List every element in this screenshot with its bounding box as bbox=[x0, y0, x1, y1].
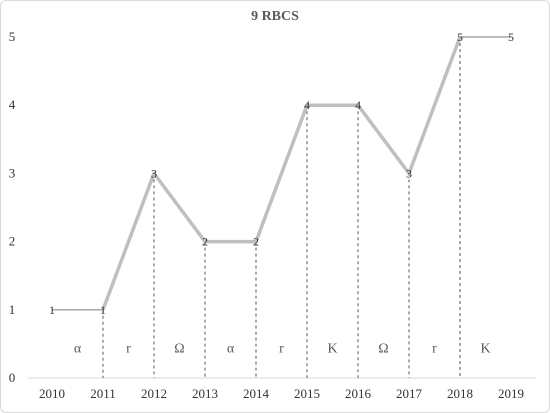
segment-label: K bbox=[480, 341, 490, 356]
y-tick-label: 5 bbox=[9, 29, 16, 44]
segment-label: Ω bbox=[174, 341, 184, 356]
x-tick-label: 2012 bbox=[141, 386, 167, 401]
data-label: 4 bbox=[355, 98, 361, 112]
x-tick-label: 2014 bbox=[243, 386, 270, 401]
x-tick-label: 2018 bbox=[447, 386, 473, 401]
segment-label: r bbox=[279, 341, 284, 356]
segment-label: K bbox=[327, 341, 337, 356]
data-label: 1 bbox=[100, 303, 106, 317]
y-tick-label: 1 bbox=[9, 302, 16, 317]
data-label: 3 bbox=[406, 166, 412, 180]
x-tick-label: 2016 bbox=[345, 386, 372, 401]
data-label: 2 bbox=[253, 235, 259, 249]
y-tick-label: 2 bbox=[9, 234, 16, 249]
segment-label: Ω bbox=[378, 341, 388, 356]
x-tick-label: 2015 bbox=[294, 386, 320, 401]
y-tick-label: 0 bbox=[9, 370, 16, 385]
data-label: 1 bbox=[49, 303, 55, 317]
x-tick-label: 2017 bbox=[396, 386, 423, 401]
x-tick-label: 2013 bbox=[192, 386, 218, 401]
data-label: 4 bbox=[304, 98, 310, 112]
data-label: 5 bbox=[508, 30, 514, 44]
series-line bbox=[101, 36, 462, 311]
chart-title: 9 RBCS bbox=[251, 9, 299, 24]
data-label: 5 bbox=[457, 30, 463, 44]
x-tick-label: 2010 bbox=[39, 386, 65, 401]
segment-label: r bbox=[432, 341, 437, 356]
segment-label: α bbox=[74, 341, 82, 356]
segment-label: α bbox=[227, 341, 235, 356]
x-tick-label: 2011 bbox=[90, 386, 116, 401]
y-tick-label: 3 bbox=[9, 165, 16, 180]
segment-label: r bbox=[126, 341, 131, 356]
data-label: 3 bbox=[151, 166, 157, 180]
x-tick-label: 2019 bbox=[498, 386, 524, 401]
y-tick-label: 4 bbox=[9, 97, 16, 112]
data-label: 2 bbox=[202, 235, 208, 249]
